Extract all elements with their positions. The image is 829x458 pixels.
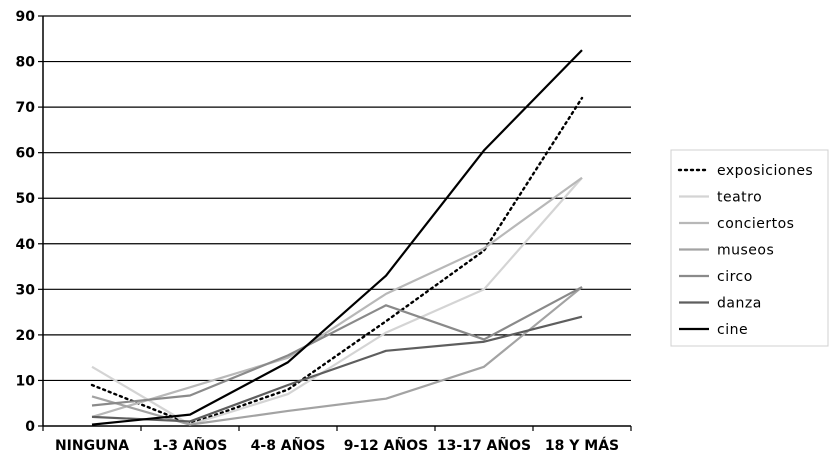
series-line-conciertos <box>91 176 583 418</box>
x-tick-label: 9-12 AÑOS <box>344 437 428 454</box>
y-tick-label: 80 <box>16 55 36 71</box>
series-line-teatro <box>91 176 583 426</box>
axes <box>38 15 632 431</box>
y-tick-label: 10 <box>16 373 36 389</box>
series-line-exposiciones <box>90 96 584 425</box>
legend-label-museos: museos <box>717 243 774 259</box>
legend-box <box>670 149 829 347</box>
series-line-museos <box>91 286 583 426</box>
y-tick-label: 0 <box>25 419 35 435</box>
y-tick-label: 30 <box>16 282 36 298</box>
legend-label-cine: cine <box>717 322 748 338</box>
legend-label-danza: danza <box>717 296 762 312</box>
y-tick-label: 40 <box>16 237 36 253</box>
x-tick-label: 4-8 AÑOS <box>251 437 326 454</box>
y-tick-label: 20 <box>16 328 36 344</box>
x-tick-label: 18 Y MÁS <box>545 437 619 454</box>
tick-labels: 0 10 20 30 40 50 60 70 80 90 NINGUNA 1-3 AÑOS 4-8 AÑ… <box>16 9 620 454</box>
grid-lines <box>43 15 631 382</box>
legend-label-teatro: teatro <box>717 190 762 206</box>
series-line-danza <box>91 315 583 423</box>
y-tick-label: 90 <box>16 9 36 25</box>
x-tick-label: NINGUNA <box>55 438 129 454</box>
legend: exposiciones teatro conciertos museos circo d… <box>670 149 829 347</box>
series-line-circo <box>91 286 583 407</box>
y-tick-label: 50 <box>16 191 36 207</box>
legend-label-exposiciones: exposiciones <box>717 163 813 179</box>
x-tick-label: 13-17 AÑOS <box>437 437 531 454</box>
legend-label-conciertos: conciertos <box>717 216 794 232</box>
x-tick-label: 1-3 AÑOS <box>153 437 228 454</box>
legend-label-circo: circo <box>717 269 753 285</box>
y-tick-label: 70 <box>16 100 36 116</box>
y-tick-label: 60 <box>16 146 36 162</box>
series-lines <box>90 49 584 426</box>
series-line-cine <box>91 49 583 426</box>
